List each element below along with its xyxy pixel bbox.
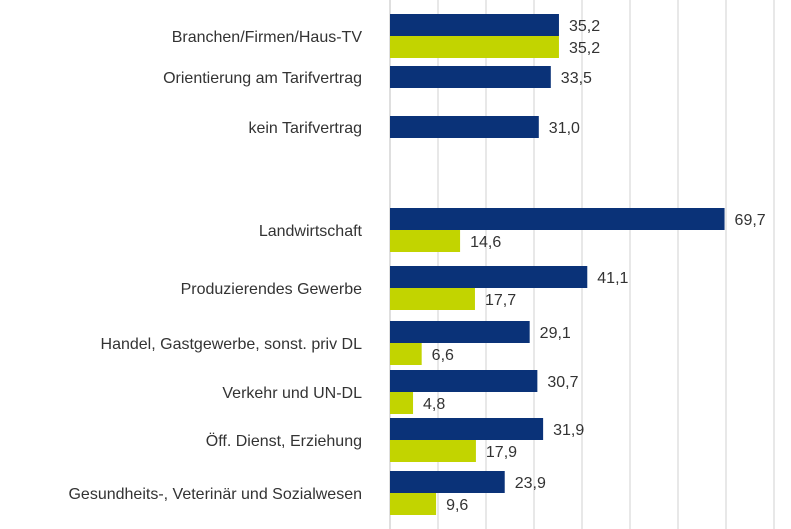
bars: [390, 14, 725, 515]
data-label: 23,9: [515, 475, 546, 492]
data-label: 35,2: [569, 40, 600, 57]
bar-series-1: [390, 66, 551, 88]
data-labels: 35,2 35,2 33,5 31,0 69,7 14,6 41,1 17,7 29,1 6,6 3…: [423, 18, 766, 514]
data-label: 35,2: [569, 18, 600, 35]
bar-series-2: [390, 493, 437, 515]
data-label: 4,8: [423, 396, 445, 413]
bar-series-2: [390, 288, 475, 310]
bar-series-2: [390, 343, 422, 365]
bar-series-2: [390, 440, 476, 462]
bar-series-2: [390, 36, 559, 58]
category-label: Verkehr und UN-DL: [222, 385, 362, 402]
data-label: 14,6: [470, 234, 501, 251]
data-label: 33,5: [561, 70, 592, 87]
data-label: 69,7: [735, 212, 766, 229]
data-label: 17,7: [485, 292, 516, 309]
bar-series-1: [390, 14, 559, 36]
category-label: Branchen/Firmen/Haus-TV: [172, 29, 363, 46]
data-label: 29,1: [540, 325, 571, 342]
data-label: 31,9: [553, 422, 584, 439]
category-labels: Branchen/Firmen/Haus-TV Orientierung am T…: [68, 29, 362, 503]
gridlines: [389, 0, 775, 529]
bar-series-1: [390, 266, 588, 288]
category-label: kein Tarifvertrag: [248, 120, 362, 137]
data-label: 30,7: [547, 374, 578, 391]
bar-series-2: [390, 230, 461, 252]
data-label: 31,0: [549, 120, 580, 137]
bar-series-2: [390, 392, 414, 414]
data-label: 41,1: [597, 270, 628, 287]
category-label: Orientierung am Tarifvertrag: [163, 70, 362, 87]
bar-series-1: [390, 321, 530, 343]
bar-series-1: [390, 370, 538, 392]
category-label: Handel, Gastgewerbe, sonst. priv DL: [101, 336, 363, 353]
category-label: Landwirtschaft: [259, 223, 363, 240]
data-label: 9,6: [446, 497, 468, 514]
category-label: Produzierendes Gewerbe: [181, 281, 363, 298]
bar-series-1: [390, 208, 725, 230]
bar-series-1: [390, 418, 544, 440]
category-label: Gesundheits-, Veterinär und Sozialwesen: [68, 486, 362, 503]
bar-series-1: [390, 116, 539, 138]
bar-series-1: [390, 471, 505, 493]
data-label: 17,9: [486, 444, 517, 461]
data-label: 6,6: [432, 347, 454, 364]
category-label: Öff. Dienst, Erziehung: [206, 432, 362, 450]
